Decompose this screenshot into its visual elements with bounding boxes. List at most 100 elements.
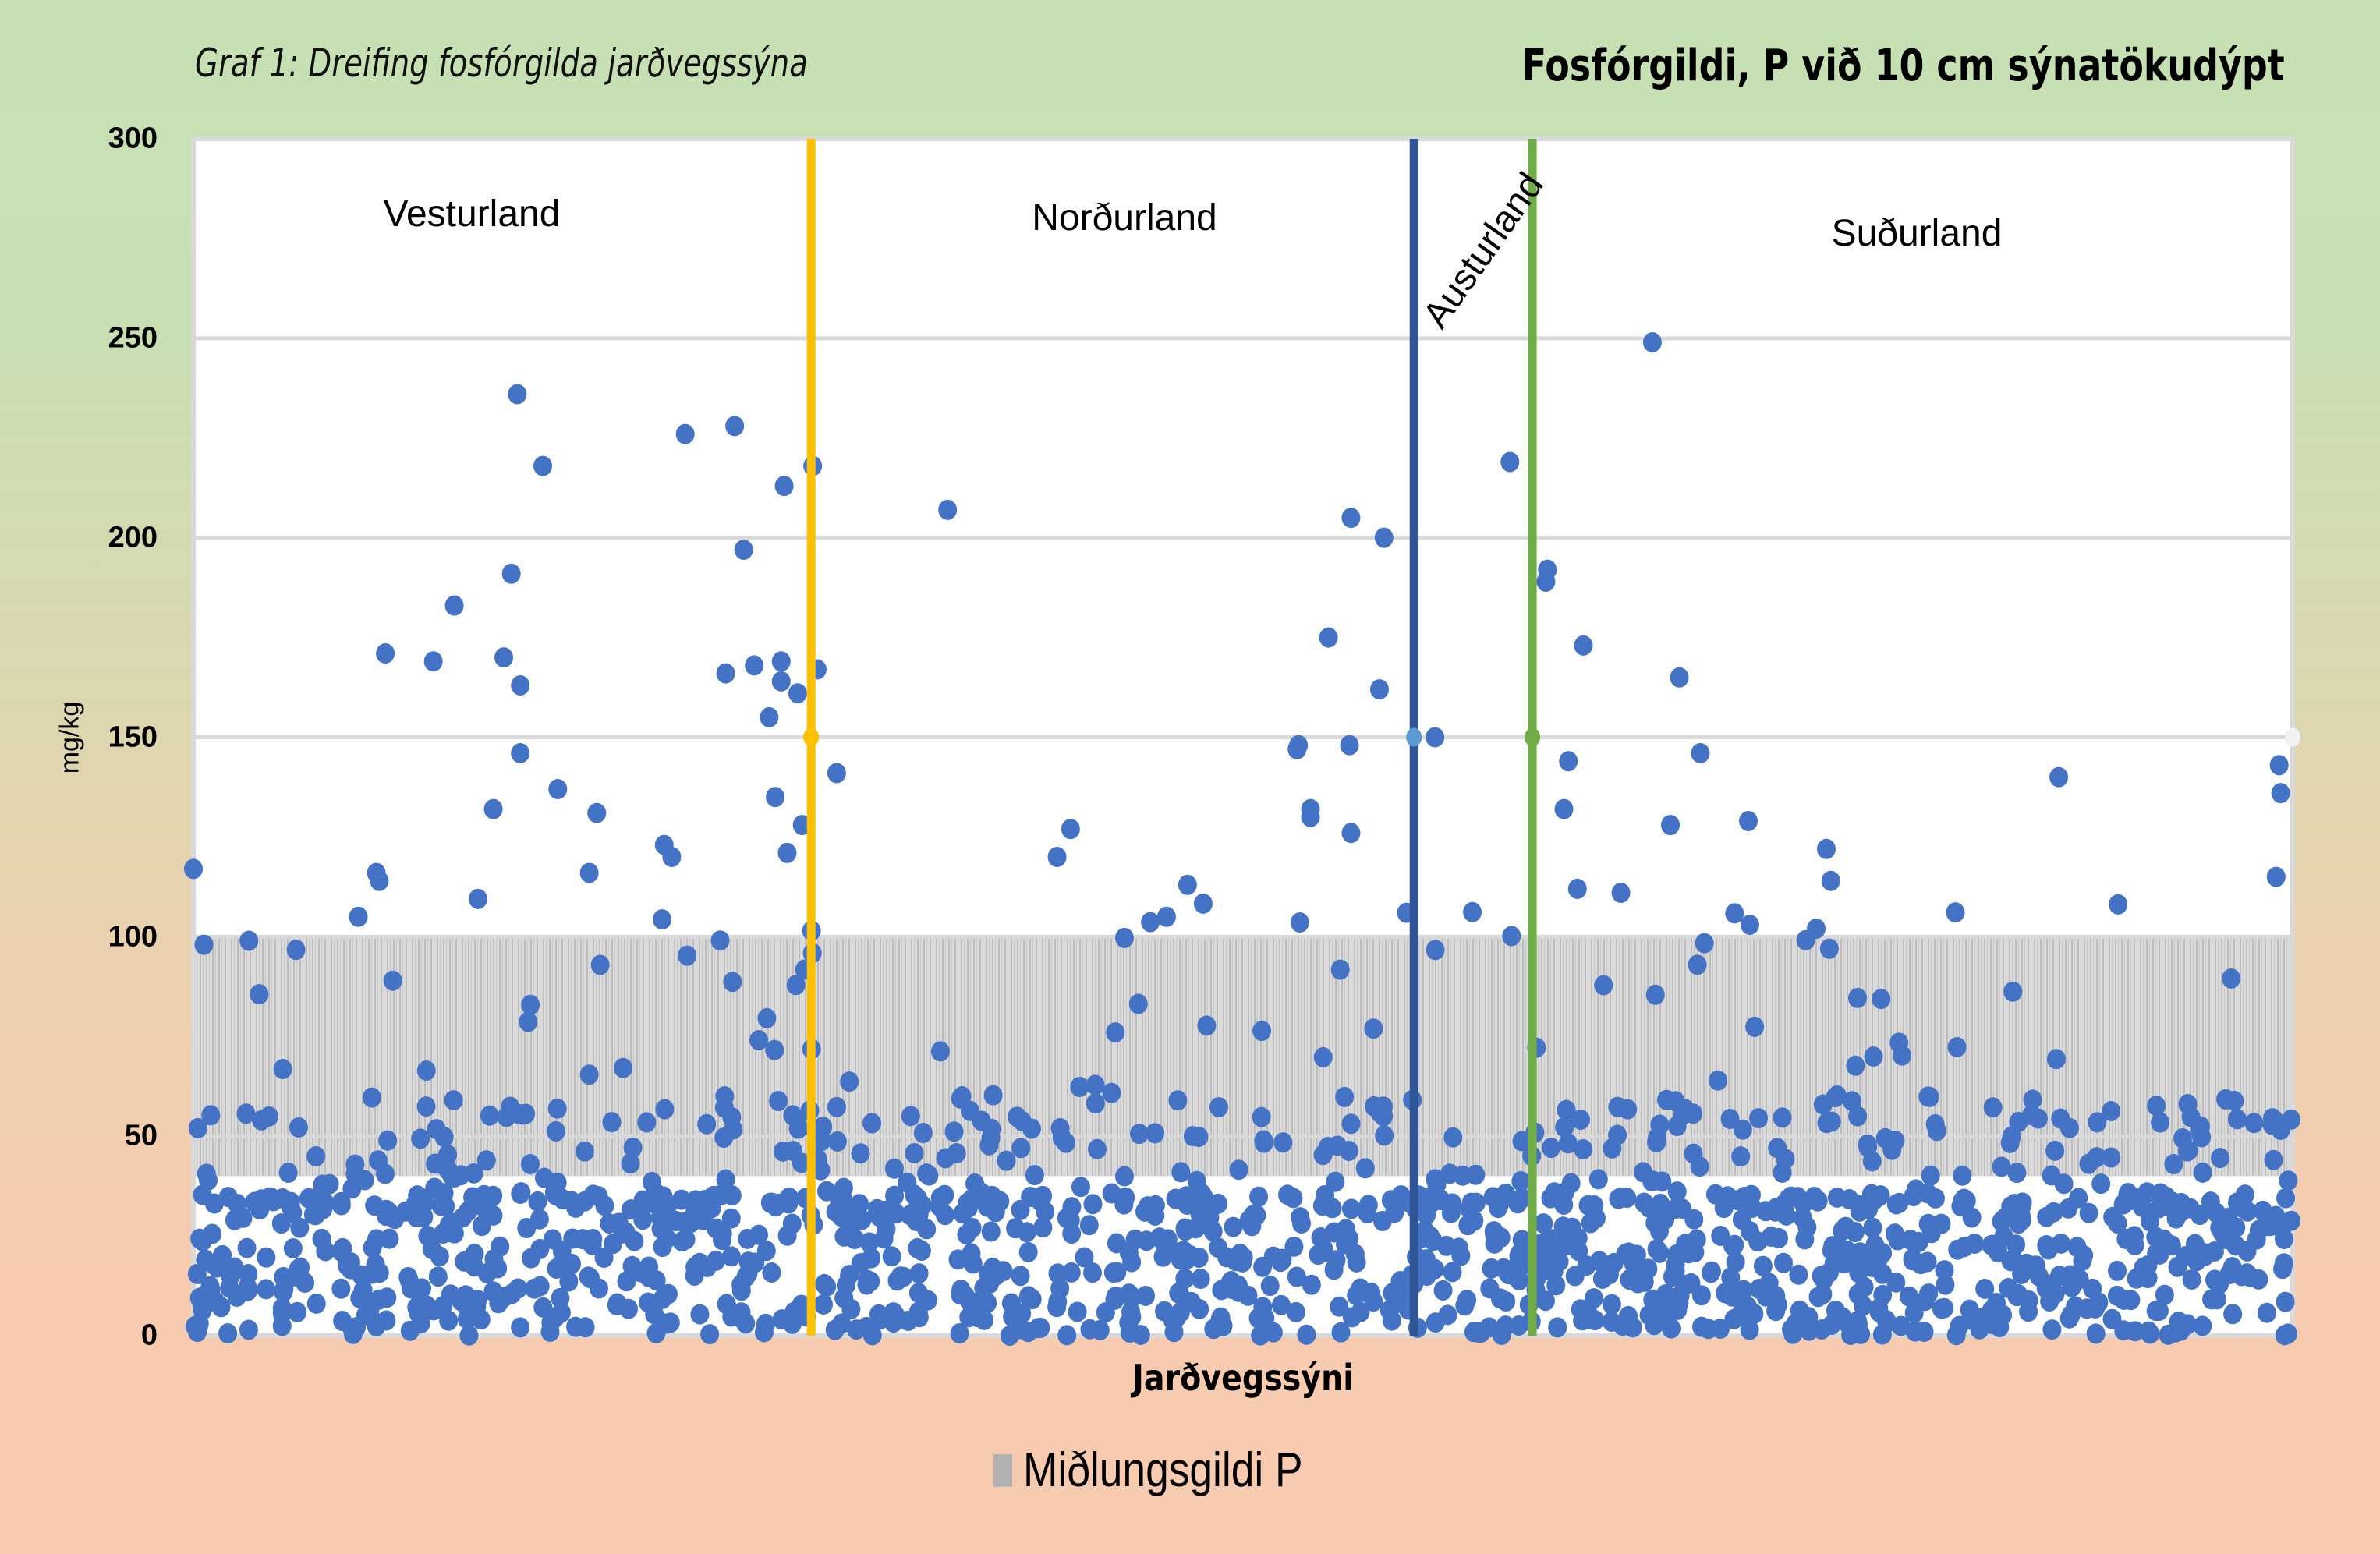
data-point (1745, 1016, 1765, 1037)
data-point (1769, 1227, 1788, 1248)
data-point (2146, 1227, 2166, 1248)
data-point (459, 1299, 478, 1320)
data-point (662, 847, 682, 867)
data-point (657, 1228, 677, 1249)
data-point (661, 1312, 680, 1333)
data-point (200, 1276, 220, 1297)
data-point (543, 1229, 562, 1250)
data-point (766, 787, 785, 808)
region-label-sudurland: Suðurland (1832, 213, 2003, 254)
data-point (416, 1096, 436, 1117)
data-point (1137, 1230, 1156, 1251)
data-point (261, 1187, 281, 1208)
data-point (1906, 1179, 1925, 1200)
data-point (1375, 1125, 1394, 1146)
data-point (489, 1293, 508, 1314)
data-point (1068, 1301, 1087, 1322)
data-point (1955, 1237, 1974, 1258)
data-point (194, 934, 214, 955)
data-point (291, 1257, 310, 1278)
data-point (685, 1265, 704, 1286)
data-point (1676, 1234, 1695, 1255)
data-point (2227, 1109, 2247, 1130)
data-point (2264, 1149, 2283, 1170)
data-point (779, 1187, 799, 1208)
data-point (1330, 1296, 1349, 1317)
data-point (861, 1271, 880, 1292)
data-point (239, 930, 259, 951)
data-point (239, 1264, 258, 1285)
data-point (901, 1106, 920, 1127)
data-point (1555, 1182, 1574, 1203)
data-point (227, 1287, 246, 1308)
data-point (411, 1313, 430, 1334)
data-point (882, 1246, 901, 1267)
data-point (2211, 1148, 2230, 1169)
data-point (1799, 1320, 1819, 1341)
data-point (1136, 1285, 1156, 1306)
data-point (1661, 815, 1681, 836)
legend: Miðlungsgildi P (993, 1442, 1348, 1498)
data-point (1549, 1251, 1569, 1272)
data-point (2051, 1233, 2070, 1254)
data-point (423, 651, 443, 672)
data-point (1252, 1106, 1271, 1127)
data-point (272, 1303, 292, 1324)
data-point (1364, 1018, 1383, 1039)
data-point (621, 1153, 640, 1174)
data-point (1122, 1306, 1142, 1327)
data-point (682, 1212, 701, 1233)
data-point (1571, 1109, 1591, 1130)
data-point (273, 1059, 292, 1080)
data-point (341, 1258, 360, 1280)
data-point (1191, 1269, 1210, 1290)
data-point (2140, 1211, 2159, 1232)
data-point (1271, 1294, 1291, 1315)
data-point (1536, 571, 1556, 592)
data-point (2147, 1096, 2166, 1117)
data-point (772, 1309, 792, 1330)
data-point (1130, 1124, 1149, 1145)
data-point (1496, 1291, 1516, 1312)
data-point (519, 1011, 538, 1032)
data-point (483, 798, 503, 819)
data-point (411, 1128, 430, 1149)
data-point (1155, 1234, 1174, 1255)
data-point (1211, 1307, 1231, 1328)
data-point (1440, 1163, 1460, 1184)
data-point (1594, 975, 1613, 996)
data-point (2190, 1205, 2209, 1226)
data-point (2216, 1228, 2236, 1249)
data-point (792, 1294, 811, 1315)
data-point (1535, 1290, 1555, 1312)
data-point (950, 1323, 969, 1344)
data-point (2279, 1170, 2298, 1191)
data-point (1578, 1195, 1598, 1216)
data-point (2108, 1260, 2127, 1281)
data-point (533, 455, 553, 476)
data-point (1953, 1165, 1972, 1186)
data-point (1796, 929, 1815, 950)
data-point (1947, 1036, 1967, 1057)
data-point (1936, 1274, 1955, 1295)
data-point (1190, 1298, 1209, 1319)
data-point (1330, 959, 1350, 980)
data-point (541, 1312, 561, 1333)
data-point (981, 1221, 1001, 1242)
data-point (961, 1100, 980, 1121)
data-point (1431, 1190, 1450, 1211)
end-marker (2285, 727, 2300, 747)
data-point (2049, 766, 2069, 788)
data-point (218, 1323, 238, 1344)
data-point (1171, 1302, 1190, 1323)
data-point (1102, 1183, 1121, 1204)
data-point (637, 1112, 657, 1133)
data-point (1670, 1293, 1689, 1314)
data-point (2079, 1202, 2098, 1223)
data-point (2037, 1234, 2056, 1255)
data-point (672, 1231, 692, 1252)
data-point (2007, 1163, 2027, 1184)
data-point (1789, 1264, 1808, 1285)
data-point (306, 1145, 326, 1166)
data-point (1639, 1304, 1659, 1326)
